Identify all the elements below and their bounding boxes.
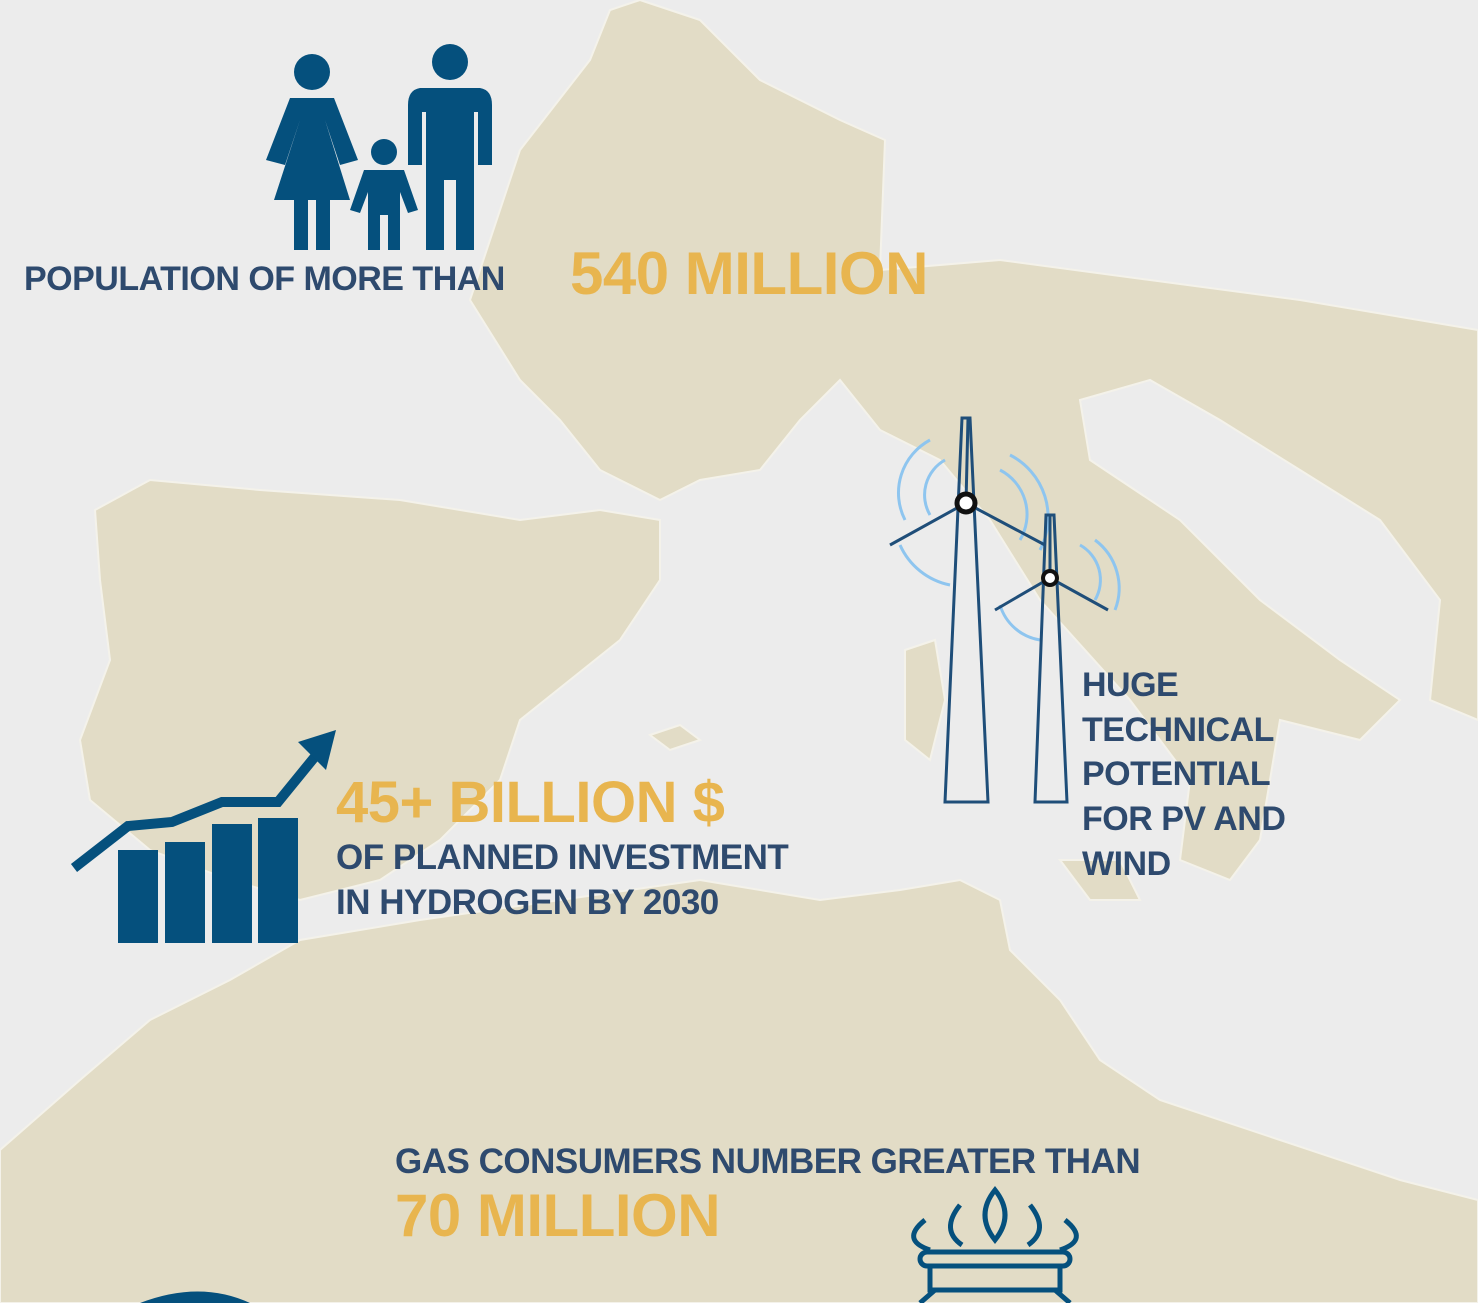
land-iberia	[78, 478, 661, 902]
investment-label: IN HYDROGEN BY 2030	[336, 883, 719, 922]
land-islands	[647, 638, 1142, 901]
potential-label: TECHNICAL	[1082, 711, 1274, 749]
family-icon	[266, 44, 492, 250]
investment-label: OF PLANNED INVESTMENT	[336, 838, 789, 877]
investment-value: 45+ BILLION $	[336, 770, 725, 835]
chart-icon	[70, 730, 336, 943]
potential-label: WIND	[1082, 845, 1171, 883]
land-africa	[0, 878, 1478, 1303]
population-value: 540 MILLION	[570, 240, 928, 307]
potential-label: FOR PV AND	[1082, 800, 1286, 838]
globe-icon	[140, 1291, 250, 1303]
population-label: POPULATION OF MORE THAN	[24, 260, 505, 298]
potential-label: POTENTIAL	[1082, 755, 1271, 793]
gas-label: GAS CONSUMERS NUMBER GREATER THAN	[395, 1142, 1141, 1181]
gas-burner-icon	[911, 1185, 1079, 1303]
land-europe	[468, 0, 1478, 882]
wind-turbines-icon	[889, 416, 1121, 804]
gas-value: 70 MILLION	[395, 1182, 721, 1249]
potential-label: HUGE	[1082, 666, 1179, 704]
